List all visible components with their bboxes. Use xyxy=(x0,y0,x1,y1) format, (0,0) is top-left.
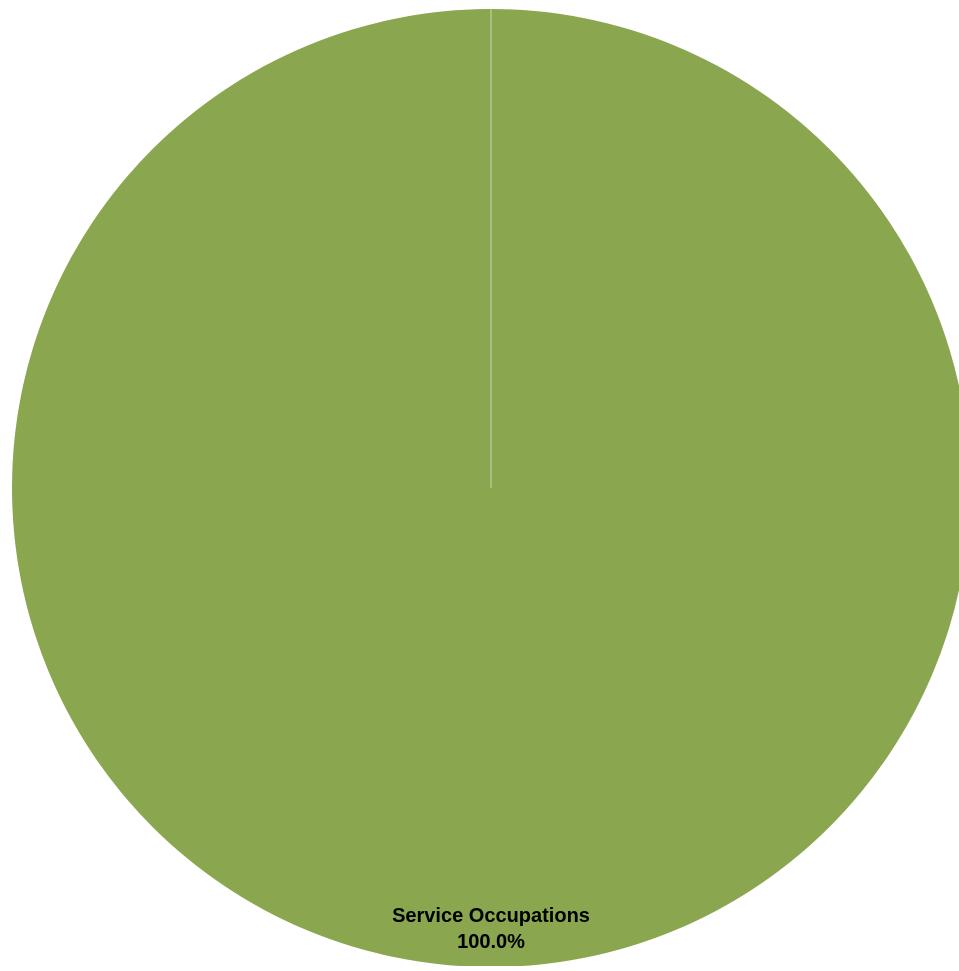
pie-slice xyxy=(12,9,959,967)
slice-value-label: 100.0% xyxy=(457,931,525,953)
slices-layer xyxy=(12,9,959,967)
slice-label: Service Occupations xyxy=(392,905,590,927)
labels-layer: Service Occupations 100.0% xyxy=(392,905,590,953)
